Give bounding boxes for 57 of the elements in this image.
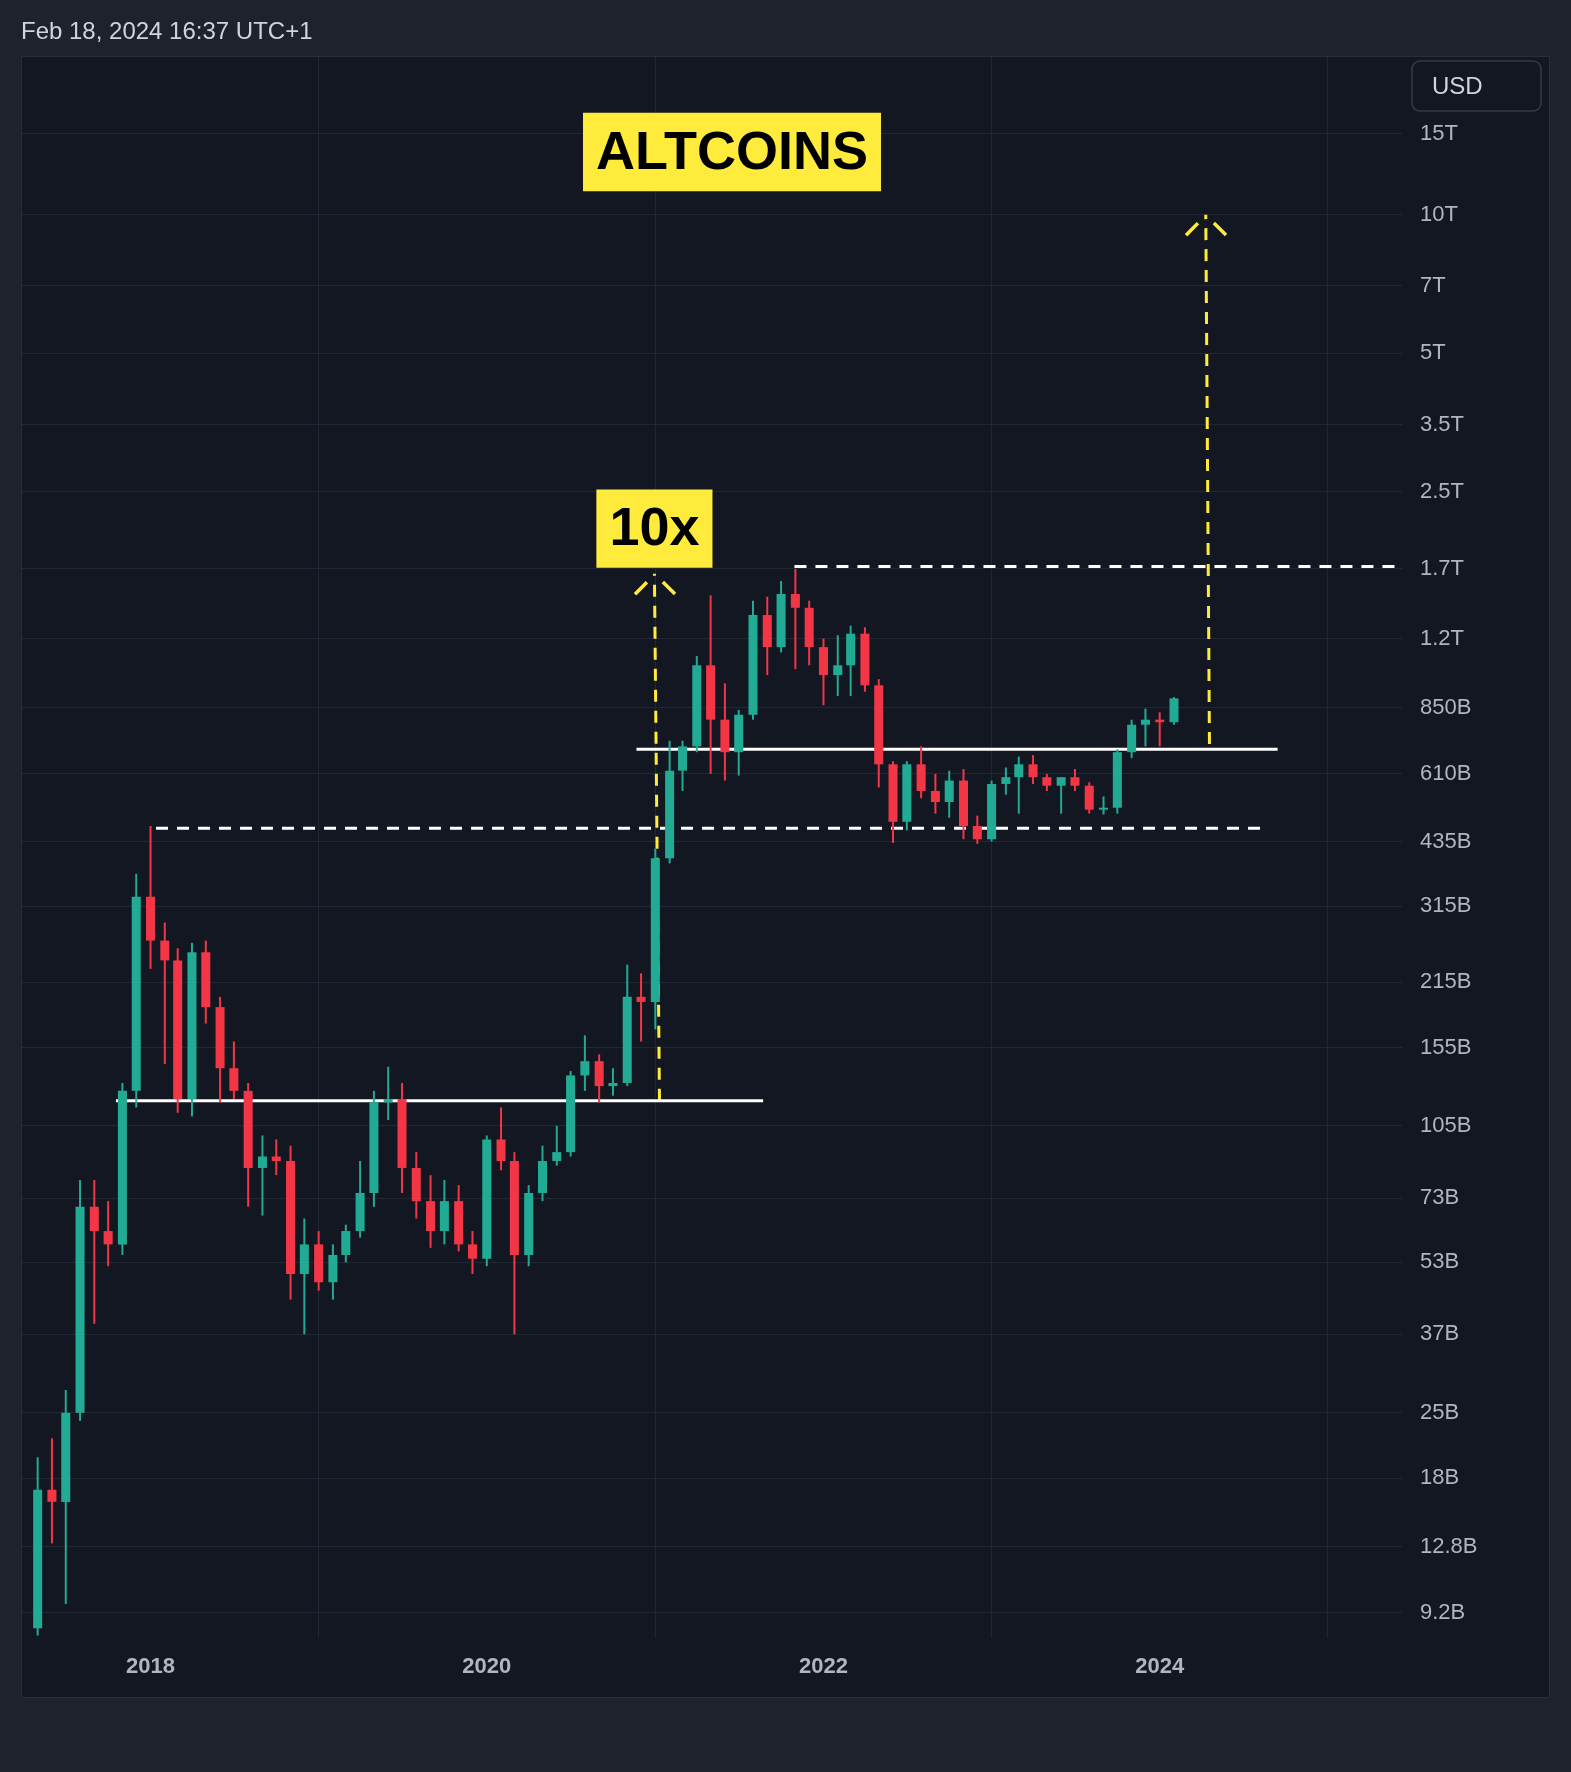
- y-tick-label: 610B: [1420, 759, 1472, 785]
- y-tick-label: 9.2B: [1420, 1598, 1466, 1624]
- candlestick: [1001, 766, 1011, 796]
- candlestick: [1169, 696, 1179, 726]
- candlestick: [972, 814, 982, 845]
- x-tick-label: 2018: [126, 1653, 175, 1679]
- y-tick-label: 215B: [1420, 968, 1472, 994]
- candlestick: [496, 1106, 506, 1172]
- text: Feb 18, 2024 16:37 UTC+1: [21, 16, 313, 44]
- candlestick: [1028, 754, 1038, 785]
- y-tick-label: 155B: [1420, 1033, 1472, 1059]
- candlestick: [580, 1034, 590, 1092]
- y-tick-label: 1.2T: [1420, 624, 1465, 650]
- candlestick: [1099, 795, 1109, 816]
- y-tick-label: 3.5T: [1420, 410, 1465, 436]
- candlestick: [552, 1124, 562, 1167]
- x-tick-label: 2022: [798, 1653, 848, 1679]
- annotation: 10x: [609, 496, 700, 557]
- y-tick-label: 850B: [1420, 693, 1472, 719]
- candlestick: [341, 1223, 351, 1264]
- candlestick: [944, 769, 954, 819]
- x-tick-label: 2020: [462, 1653, 512, 1679]
- y-tick-label: 7T: [1420, 272, 1446, 298]
- text: ALTCOINS: [596, 119, 868, 180]
- y-axis-title: USD: [1432, 71, 1483, 99]
- y-tick-label: 53B: [1420, 1248, 1460, 1274]
- y-tick-label: 1.7T: [1420, 555, 1465, 581]
- candlestick: [1140, 707, 1150, 748]
- y-tick-label: 315B: [1420, 892, 1472, 918]
- y-tick-label: 15T: [1420, 119, 1458, 145]
- candlestick: [930, 772, 940, 815]
- y-tick-label: 105B: [1420, 1111, 1472, 1137]
- y-tick-label: 10T: [1420, 200, 1458, 226]
- y-tick-label: 435B: [1420, 827, 1472, 853]
- y-tick-label: 12.8B: [1420, 1532, 1478, 1558]
- candlestick: [608, 1067, 618, 1097]
- candlestick: [1070, 768, 1080, 792]
- candlestick: [103, 1200, 113, 1268]
- candlestick: [47, 1437, 57, 1545]
- candlestick: [383, 1065, 393, 1122]
- candlestick: [257, 1134, 267, 1217]
- x-tick-label: 2024: [1135, 1653, 1185, 1679]
- y-tick-label: 73B: [1420, 1184, 1460, 1210]
- candlestick: [636, 972, 646, 1043]
- candlestick: [833, 634, 843, 698]
- y-tick-label: 18B: [1420, 1464, 1460, 1490]
- candlestick: [790, 567, 800, 671]
- candlestick: [1014, 755, 1024, 815]
- y-tick-label: 5T: [1420, 339, 1446, 365]
- candlestick: [467, 1230, 477, 1276]
- y-tick-label: 37B: [1420, 1320, 1460, 1346]
- candlestick: [1084, 781, 1094, 815]
- candlestick: [1056, 776, 1066, 815]
- y-tick-label: 2.5T: [1420, 477, 1465, 503]
- candlestick: [229, 1040, 239, 1101]
- y-tick-label: 25B: [1420, 1398, 1460, 1424]
- candlestick: [160, 921, 170, 1065]
